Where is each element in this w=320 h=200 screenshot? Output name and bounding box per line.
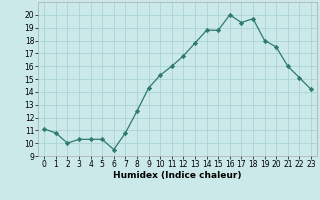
X-axis label: Humidex (Indice chaleur): Humidex (Indice chaleur)	[113, 171, 242, 180]
